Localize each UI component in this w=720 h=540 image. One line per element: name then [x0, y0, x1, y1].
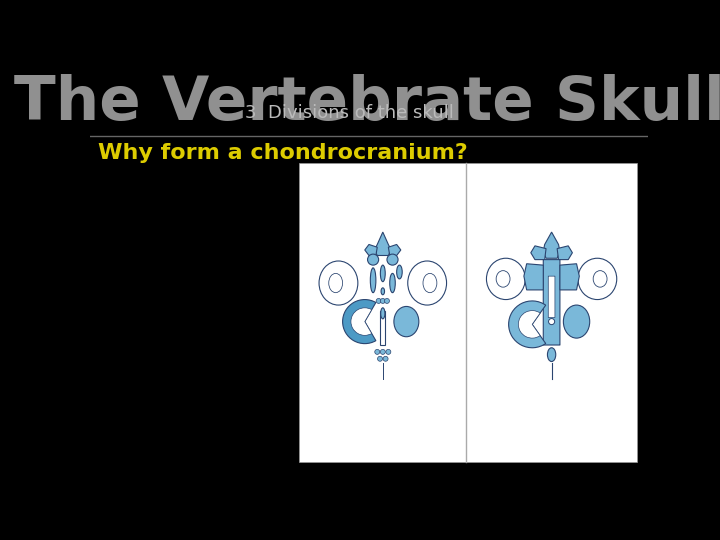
Circle shape	[383, 356, 388, 361]
FancyBboxPatch shape	[548, 276, 555, 318]
Circle shape	[380, 349, 385, 354]
Ellipse shape	[381, 308, 385, 319]
Polygon shape	[365, 245, 377, 255]
Ellipse shape	[593, 271, 607, 287]
Wedge shape	[508, 301, 546, 348]
Ellipse shape	[370, 268, 376, 293]
Ellipse shape	[547, 348, 556, 361]
Polygon shape	[557, 246, 572, 260]
Circle shape	[377, 356, 382, 361]
Circle shape	[549, 319, 554, 325]
Wedge shape	[351, 308, 372, 335]
Ellipse shape	[387, 254, 398, 265]
Polygon shape	[531, 246, 546, 260]
Wedge shape	[343, 300, 376, 343]
Bar	[380, 310, 385, 345]
Wedge shape	[518, 310, 540, 338]
Ellipse shape	[563, 305, 590, 338]
Ellipse shape	[390, 273, 395, 293]
Ellipse shape	[381, 288, 384, 295]
Ellipse shape	[380, 265, 385, 282]
Ellipse shape	[408, 261, 446, 305]
Text: Why form a chondrocranium?: Why form a chondrocranium?	[98, 143, 467, 163]
Ellipse shape	[487, 258, 526, 300]
Ellipse shape	[394, 306, 419, 337]
Ellipse shape	[367, 254, 379, 265]
Ellipse shape	[397, 265, 402, 279]
Polygon shape	[388, 245, 401, 255]
Bar	[300, 163, 636, 462]
Polygon shape	[544, 232, 560, 258]
Ellipse shape	[496, 271, 510, 287]
Circle shape	[376, 299, 381, 303]
Ellipse shape	[319, 261, 358, 305]
Polygon shape	[560, 264, 580, 290]
Ellipse shape	[423, 273, 437, 293]
FancyBboxPatch shape	[544, 260, 560, 345]
Polygon shape	[524, 264, 544, 290]
Ellipse shape	[329, 273, 343, 293]
Circle shape	[375, 349, 379, 354]
Circle shape	[386, 349, 391, 354]
Polygon shape	[374, 232, 391, 255]
Ellipse shape	[578, 258, 617, 300]
Text: 3  Divisions of the skull: 3 Divisions of the skull	[245, 104, 454, 122]
Circle shape	[380, 299, 385, 303]
Text: The Vertebrate Skull: The Vertebrate Skull	[14, 74, 720, 133]
Circle shape	[384, 299, 390, 303]
